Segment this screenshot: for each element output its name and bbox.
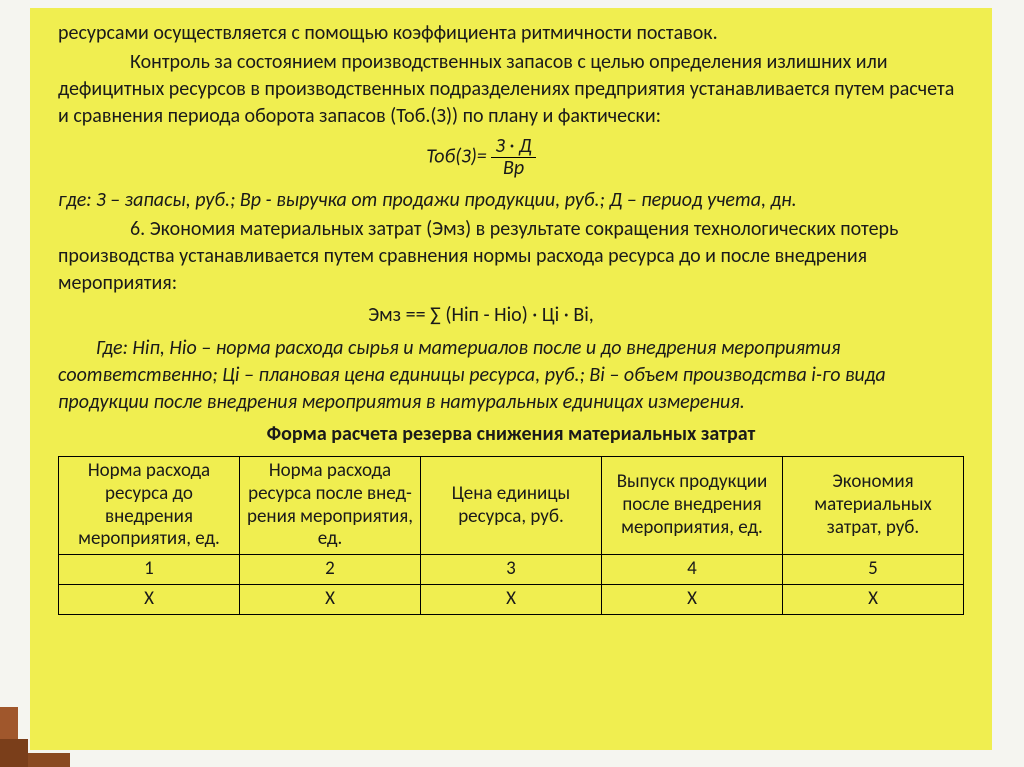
table-cell: 5 <box>783 555 964 585</box>
formula-tob: Тоб(З)= З · Д Вр <box>0 136 964 179</box>
col-header: Цена единицы ресурса, руб. <box>421 457 602 555</box>
table-cell: 1 <box>59 555 240 585</box>
col-header: Норма расхода ресурса после внед-рения м… <box>240 457 421 555</box>
accent-bar-inner <box>0 739 28 767</box>
table-row: 1 2 3 4 5 <box>59 555 964 585</box>
table-cell: 4 <box>602 555 783 585</box>
slide-content: ресурсами осуществляется с помощью коэфф… <box>30 8 992 750</box>
fraction-denominator: Вр <box>491 158 535 179</box>
col-header: Норма расхода ресурса до внедрения мероп… <box>59 457 240 555</box>
table-cell: Х <box>602 584 783 614</box>
fraction-numerator: З · Д <box>491 136 535 158</box>
table-title: Форма расчета резерва снижения материаль… <box>58 422 964 446</box>
fraction: З · Д Вр <box>491 136 535 179</box>
paragraph-control: Контроль за состоянием производственных … <box>58 49 964 130</box>
table-header-row: Норма расхода ресурса до внедрения мероп… <box>59 457 964 555</box>
table-cell: Х <box>240 584 421 614</box>
legend-formula1: где: З – запасы, руб.; Вр - выручка от п… <box>58 187 964 214</box>
paragraph-economy: 6. Экономия материальных затрат (Эмз) в … <box>58 216 964 297</box>
paragraph-intro-fragment: ресурсами осуществляется с помощью коэфф… <box>58 20 964 47</box>
formula-emz: Эмз == ∑ (Нiп - Нiо) · Цi · Вi, <box>0 303 964 327</box>
corner-accent <box>0 707 80 767</box>
reserve-table: Норма расхода ресурса до внедрения мероп… <box>58 456 964 615</box>
table-cell: Х <box>783 584 964 614</box>
table-cell: 3 <box>421 555 602 585</box>
col-header: Экономия материальных затрат, руб. <box>783 457 964 555</box>
table-row: Х Х Х Х Х <box>59 584 964 614</box>
col-header: Выпуск продукции после внедрения меропри… <box>602 457 783 555</box>
table-cell: 2 <box>240 555 421 585</box>
table-cell: Х <box>59 584 240 614</box>
table-cell: Х <box>421 584 602 614</box>
formula-left: Тоб(З)= <box>426 144 487 168</box>
legend-formula2: Где: Нiп, Нiо – норма расхода сырья и ма… <box>58 335 964 416</box>
